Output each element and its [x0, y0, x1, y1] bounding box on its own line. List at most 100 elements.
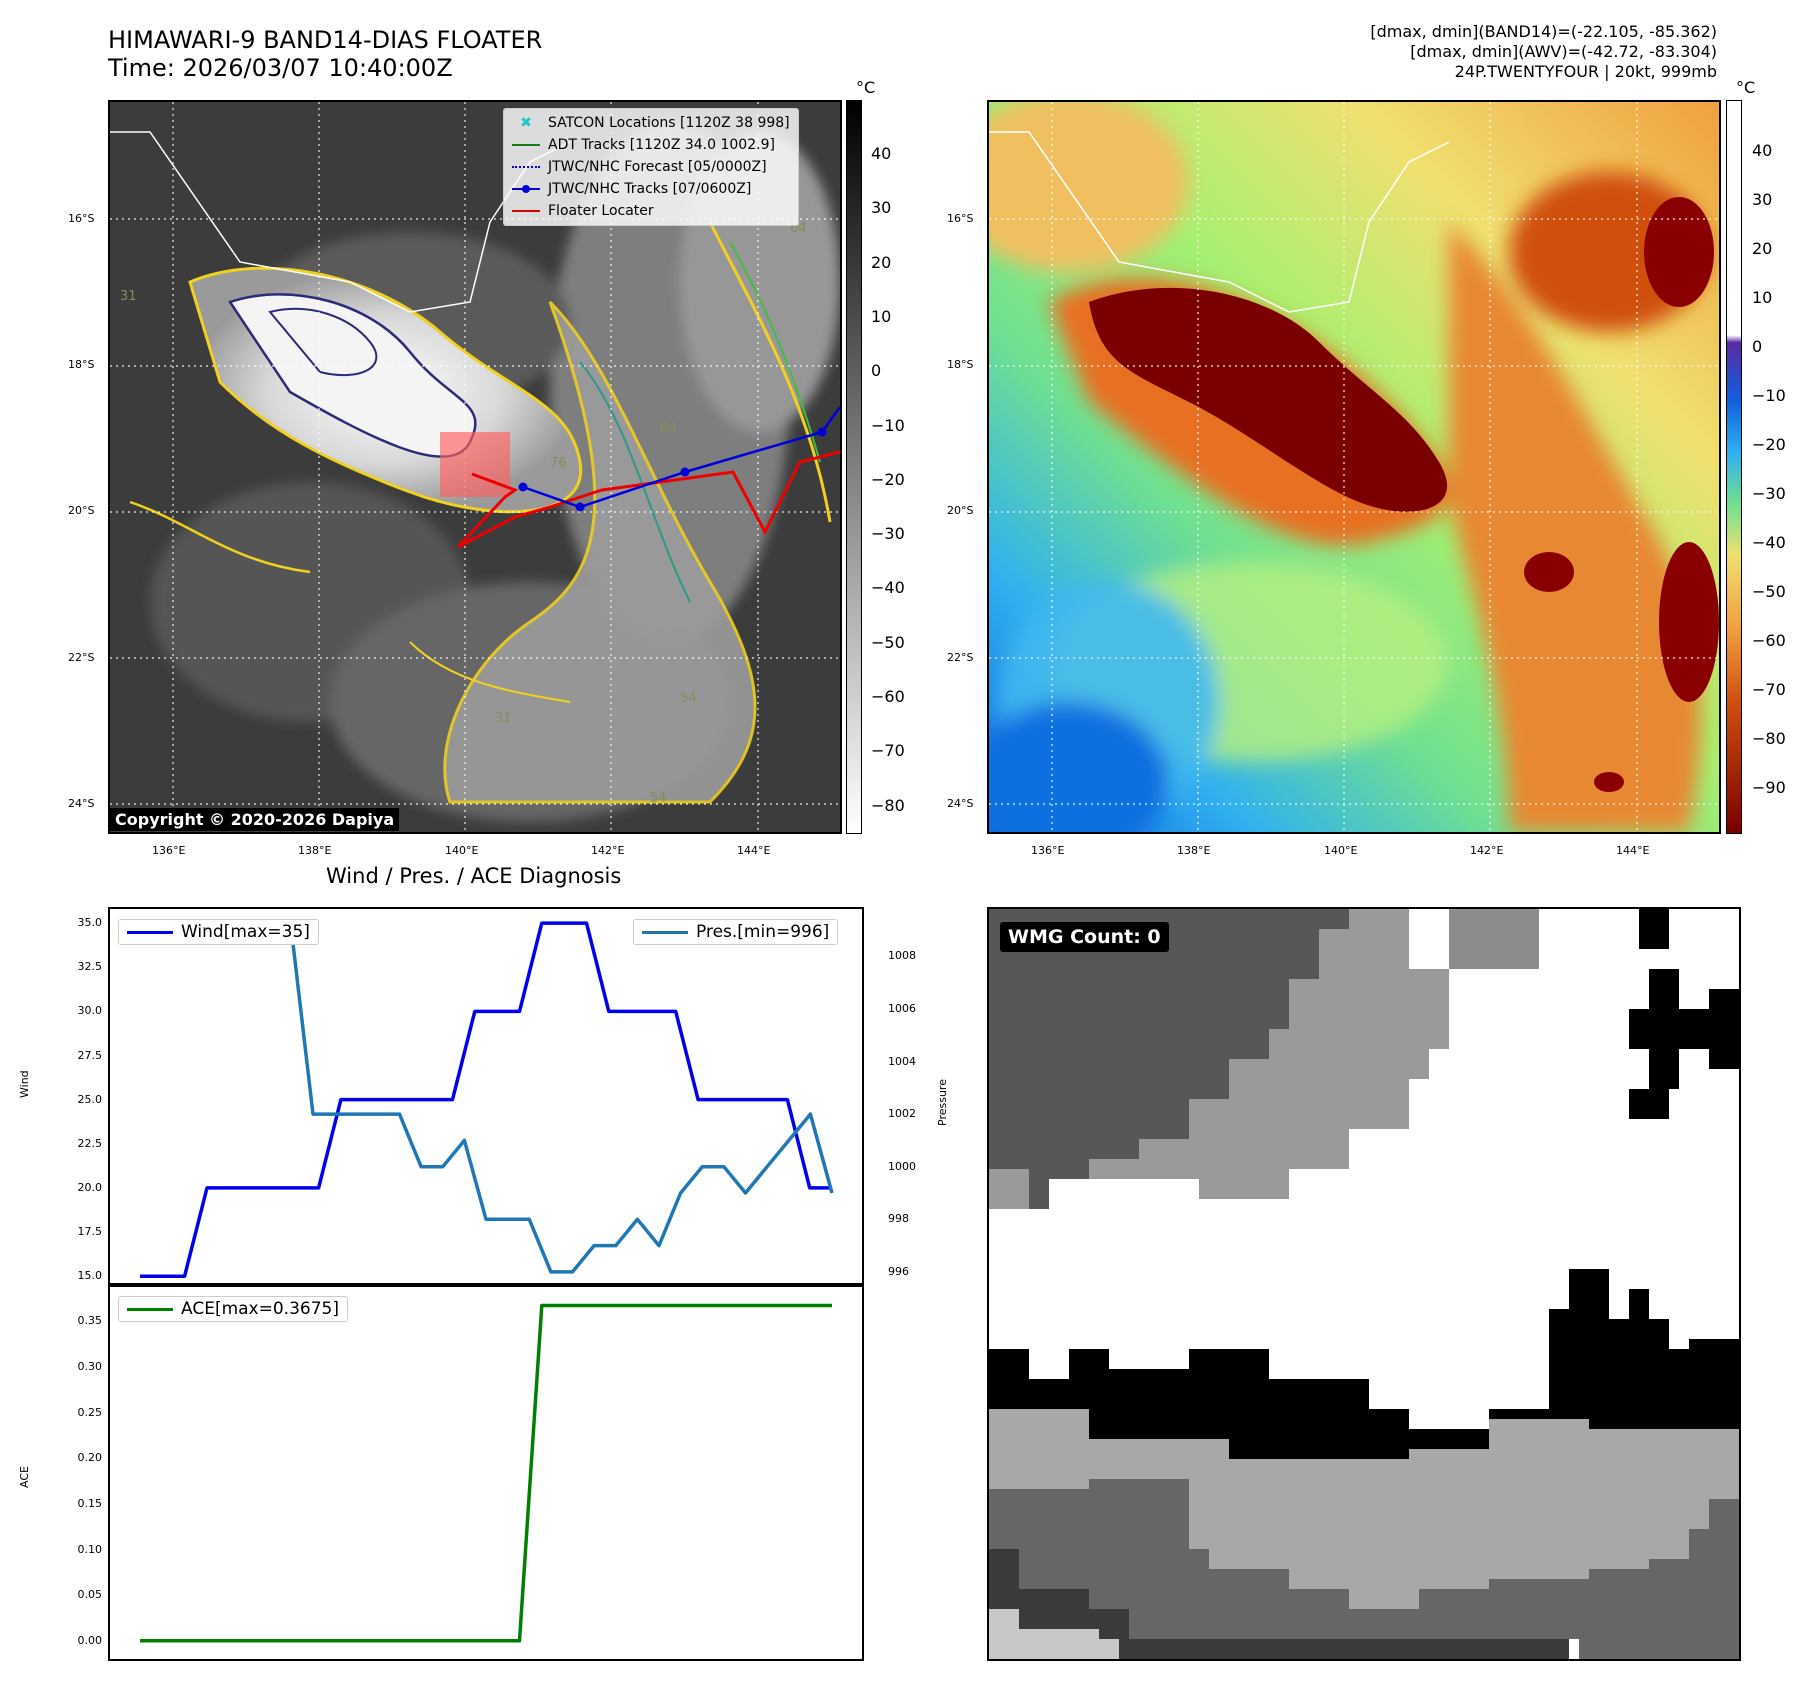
colorbar-tick: −10 — [1752, 386, 1786, 405]
colorbar-tick: −50 — [1752, 582, 1786, 601]
legend-item-floater: Floater Locater — [512, 200, 790, 222]
colorbar-tick: −60 — [1752, 631, 1786, 650]
copyright-label: Copyright © 2020-2026 Dapiya — [110, 808, 400, 831]
wind-y-tick: 25.0 — [77, 1092, 103, 1106]
wmg-count-label: WMG Count: 0 — [1000, 922, 1169, 952]
lon-tick: 138°E — [1177, 844, 1211, 857]
colorbar-tick: −70 — [1752, 680, 1786, 699]
track-line-icon — [512, 185, 540, 193]
lat-tick: 18°S — [68, 358, 95, 371]
colorbar-tick: 0 — [871, 361, 882, 381]
legend-item-adt: ADT Tracks [1120Z 34.0 1002.9] — [512, 134, 790, 156]
floater-line-icon — [512, 210, 540, 212]
lon-tick: 140°E — [445, 844, 479, 857]
pressure-y-tick: 1008 — [888, 949, 916, 963]
pressure-y-tick: 998 — [888, 1212, 909, 1226]
contour-label: 64 — [660, 421, 677, 436]
ace-legend: ACE[max=0.3675] — [118, 1296, 348, 1322]
contour-label: 76 — [550, 456, 567, 471]
colorbar-tick: 40 — [871, 144, 892, 163]
ace-plot — [140, 1303, 832, 1643]
contour-label: 54 — [650, 791, 667, 806]
colorbar-tick: −80 — [1752, 729, 1786, 748]
stats-block: [dmax, dmin](BAND14)=(-22.105, -85.362)[… — [1370, 22, 1717, 82]
floater-track — [457, 450, 840, 549]
ace-y-tick: 0.00 — [77, 1633, 103, 1647]
pressure-y-tick: 996 — [888, 1264, 909, 1278]
wind-y-tick: 35.0 — [77, 916, 103, 930]
legend-item-satcon: ✖ SATCON Locations [1120Z 38 998] — [512, 112, 790, 134]
wind-line-icon — [127, 930, 173, 934]
colorbar-tick: −70 — [871, 741, 905, 761]
colorbar-tick: −20 — [871, 469, 905, 489]
ace-y-tick: 0.10 — [77, 1542, 103, 1556]
band14-imagery: 31 64 76 54 31 54 64 — [110, 102, 840, 832]
wind-y-tick: 30.0 — [77, 1004, 103, 1018]
wind-y-tick: 17.5 — [77, 1225, 103, 1239]
wind-axis-label: Wind — [18, 1070, 31, 1098]
wind-pressure-chart — [108, 907, 864, 1287]
pressure-y-tick: 1004 — [888, 1054, 916, 1068]
ace-y-tick: 0.25 — [77, 1405, 103, 1419]
map-legend: ✖ SATCON Locations [1120Z 38 998] ADT Tra… — [503, 108, 799, 226]
pressure-y-tick: 1002 — [888, 1107, 916, 1121]
colorbar-tick: −50 — [871, 632, 905, 652]
title-line-2: Time: 2026/03/07 10:40:00Z — [108, 54, 453, 82]
lon-tick: 136°E — [152, 844, 186, 857]
stats-line-2: [dmax, dmin](AWV)=(-42.72, -83.304) — [1410, 42, 1717, 61]
colorbar-tick: 10 — [871, 306, 892, 326]
wind-y-tick: 22.5 — [77, 1136, 103, 1150]
colorbar-tick: 30 — [1752, 190, 1773, 209]
lon-tick: 138°E — [298, 844, 332, 857]
forecast-line-icon — [512, 166, 540, 168]
band14-colorbar — [846, 100, 862, 834]
lon-tick: 142°E — [591, 844, 625, 857]
lat-tick: 24°S — [947, 797, 974, 810]
adt-line-icon — [512, 144, 540, 146]
ace-y-tick: 0.15 — [77, 1496, 103, 1510]
colorbar-tick: −60 — [871, 687, 905, 706]
storm-info: 24P.TWENTYFOUR | 20kt, 999mb — [1454, 62, 1717, 81]
left-colorbar-unit: °C — [856, 78, 876, 97]
ace-line-icon — [127, 1307, 173, 1311]
pressure-line-icon — [642, 930, 688, 934]
colorbar-tick: −40 — [1752, 533, 1786, 552]
awv-map — [987, 100, 1721, 834]
colorbar-tick: −80 — [871, 795, 905, 815]
colorbar-tick: 20 — [1752, 239, 1773, 258]
wmg-imagery — [989, 909, 1739, 1659]
wind-legend: Wind[max=35] — [118, 919, 319, 945]
diagnosis-title: Wind / Pres. / ACE Diagnosis — [326, 864, 622, 888]
pressure-y-tick: 1000 — [888, 1159, 916, 1173]
colorbar-tick: 0 — [1752, 337, 1763, 356]
awv-imagery — [989, 102, 1719, 832]
colorbar-tick: 30 — [871, 198, 892, 218]
lon-tick: 144°E — [737, 844, 771, 857]
satcon-x-icon: ✖ — [520, 115, 532, 131]
wind-y-tick: 15.0 — [77, 1269, 103, 1283]
stats-line-1: [dmax, dmin](BAND14)=(-22.105, -85.362) — [1370, 22, 1717, 41]
lon-tick: 136°E — [1031, 844, 1065, 857]
lat-tick: 20°S — [947, 504, 974, 517]
colorbar-tick: 10 — [1752, 288, 1773, 307]
colorbar-tick: 20 — [871, 252, 892, 272]
wind-y-tick: 27.5 — [77, 1048, 103, 1062]
awv-colorbar — [1726, 100, 1742, 834]
wind-pressure-plot — [140, 921, 834, 1278]
colorbar-tick: −90 — [1752, 778, 1786, 797]
pressure-axis-label: Pressure — [936, 1079, 949, 1126]
wind-y-tick: 32.5 — [77, 960, 103, 974]
lat-tick: 20°S — [68, 504, 95, 517]
ace-y-tick: 0.20 — [77, 1451, 103, 1465]
wind-line — [140, 921, 832, 1278]
lon-tick: 142°E — [1470, 844, 1504, 857]
lon-tick: 144°E — [1616, 844, 1650, 857]
contour-label: 31 — [120, 289, 137, 304]
contour-label: 54 — [680, 691, 697, 706]
colorbar-tick: 40 — [1752, 141, 1773, 160]
pressure-y-tick: 1006 — [888, 1001, 916, 1015]
ace-line — [140, 1303, 832, 1643]
legend-item-forecast: JTWC/NHC Forecast [05/0000Z] — [512, 156, 790, 178]
ace-y-tick: 0.05 — [77, 1588, 103, 1602]
figure-title: HIMAWARI-9 BAND14-DIAS FLOATER Time: 2026… — [108, 26, 542, 82]
